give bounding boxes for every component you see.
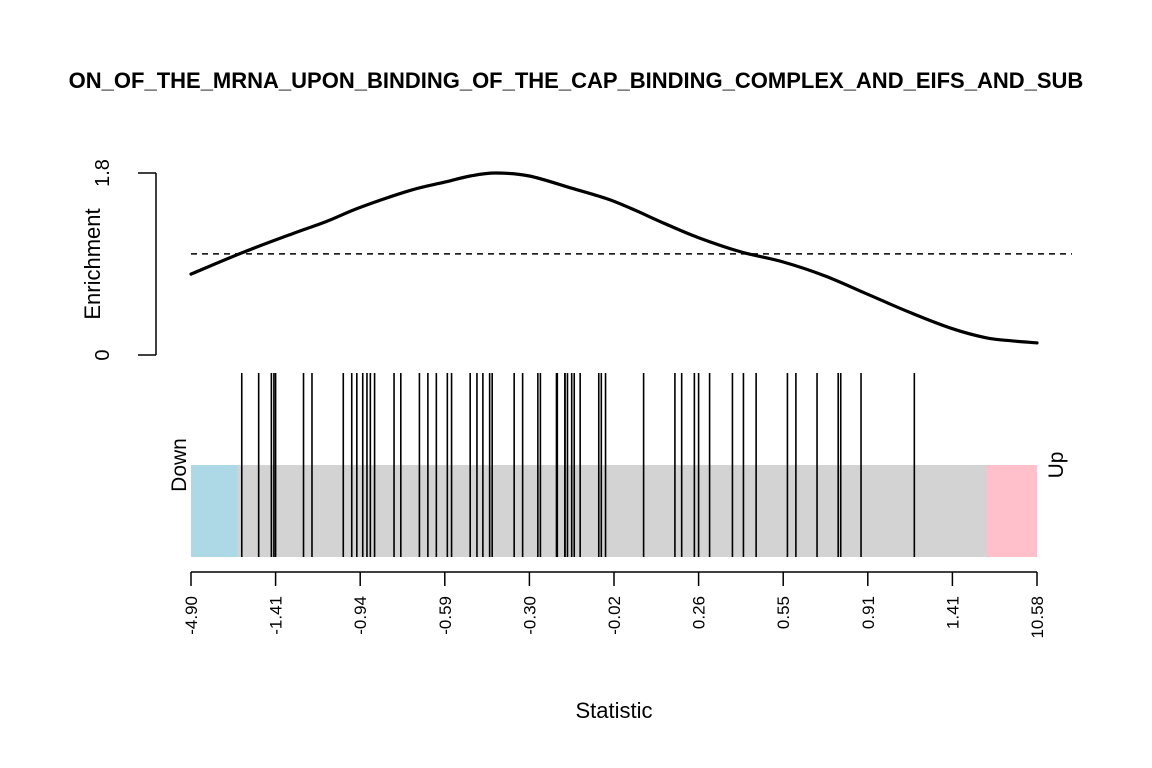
enrichment-curve [189, 171, 1039, 345]
chart-title: ON_OF_THE_MRNA_UPON_BINDING_OF_THE_CAP_B… [69, 68, 1084, 93]
x-tick-label: 1.41 [943, 596, 962, 629]
down-label: Down [168, 438, 191, 492]
enrichment-panel: 0 1.8 Enrichment [80, 159, 1072, 361]
x-axis-label: Statistic [575, 698, 652, 723]
up-label: Up [1045, 452, 1068, 479]
x-tick-label: -1.41 [267, 596, 286, 635]
barcode-lines [240, 373, 916, 557]
y-axis-label: Enrichment [80, 208, 105, 319]
y-tick-label-bottom: 0 [92, 349, 114, 360]
barcode-panel: Down Up [168, 373, 1068, 557]
x-tick-label: -0.30 [520, 596, 539, 635]
y-tick-label-top: 1.8 [92, 159, 114, 187]
x-tick-label: 0.55 [774, 596, 793, 629]
x-tick-label: 10.58 [1028, 596, 1047, 639]
up-region [986, 465, 1037, 557]
x-tick-label: 0.26 [690, 596, 709, 629]
x-tick-label: 0.91 [859, 596, 878, 629]
x-tick-label: -0.59 [436, 596, 455, 635]
x-ticks: -4.90 -1.41 -0.94 -0.59 -0.30 -0.02 0.26 0.55 0.… [182, 572, 1047, 639]
x-axis: -4.90 -1.41 -0.94 -0.59 -0.30 -0.02 0.26 0.55 0.… [182, 571, 1047, 723]
x-tick-label: -0.02 [605, 596, 624, 635]
middle-region [191, 465, 1037, 557]
x-tick-label: -0.94 [351, 596, 370, 635]
x-tick-label: -4.90 [182, 596, 201, 635]
down-region [191, 465, 238, 557]
